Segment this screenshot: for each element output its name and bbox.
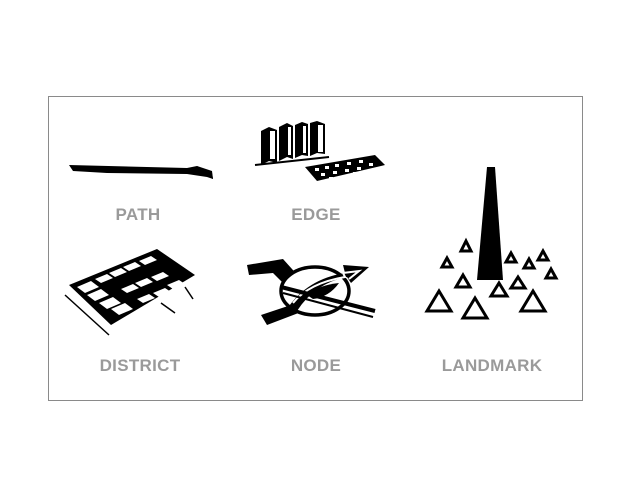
label-district: DISTRICT xyxy=(99,356,181,375)
node-icon xyxy=(247,259,376,325)
district-icon xyxy=(64,249,195,336)
label-landmark: LANDMARK xyxy=(441,356,543,375)
path-icon xyxy=(69,165,213,179)
landmark-icon xyxy=(424,167,559,320)
label-node: NODE xyxy=(290,356,342,375)
label-path: PATH xyxy=(115,205,161,224)
edge-icon xyxy=(254,121,385,181)
label-edge: EDGE xyxy=(291,205,341,224)
diagram-frame: PATH EDGE DISTRICT NODE LANDMARK xyxy=(48,96,583,401)
